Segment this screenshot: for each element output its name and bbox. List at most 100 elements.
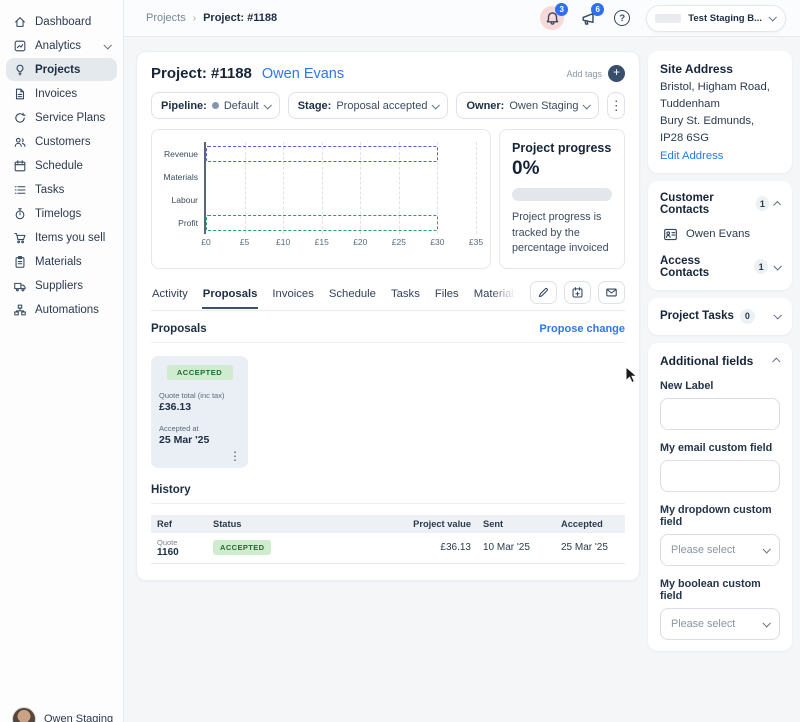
site-address-card: Site Address Bristol, Higham Road, Tudde… — [648, 51, 792, 173]
pipeline-label: Pipeline: — [161, 100, 207, 112]
clipboard-icon — [13, 255, 27, 269]
dropdown-custom-field-select[interactable]: Please select — [660, 534, 780, 566]
help-button[interactable]: ? — [614, 10, 630, 26]
quote-total-label: Quote total (inc tax) — [159, 391, 240, 400]
sidebar-item-label: Timelogs — [35, 208, 81, 220]
chevron-down-icon — [103, 41, 111, 49]
sidebar-item-label: Tasks — [35, 184, 64, 196]
account-switcher[interactable]: Test Staging B... — [646, 5, 786, 32]
project-menu-button[interactable]: ⋮ — [607, 92, 625, 119]
tab-tasks[interactable]: Tasks — [390, 283, 421, 309]
tab-invoices[interactable]: Invoices — [271, 283, 314, 309]
stage-dropdown[interactable]: Stage: Proposal accepted — [288, 92, 449, 119]
chart-plot-area — [204, 142, 476, 234]
contact-list-item[interactable]: Owen Evans — [663, 227, 780, 242]
sidebar-item-tasks[interactable]: Tasks — [6, 178, 117, 201]
sidebar-item-label: Customers — [35, 136, 91, 148]
tabs-scroller[interactable]: Activity Proposals Invoices Schedule Tas… — [151, 282, 524, 310]
main-sidebar: Dashboard Analytics Projects Invoices Se… — [0, 0, 124, 722]
col-status: Status — [207, 515, 397, 533]
stopwatch-icon — [13, 207, 27, 221]
owner-dropdown[interactable]: Owner: Owen Staging — [456, 92, 599, 119]
user-name: Owen Staging — [44, 713, 113, 722]
select-placeholder: Please select — [671, 618, 735, 630]
proposal-menu-button[interactable]: ⋮ — [229, 449, 241, 463]
app-window: Dashboard Analytics Projects Invoices Se… — [0, 0, 800, 722]
pipeline-dropdown[interactable]: Pipeline: Default — [151, 92, 280, 119]
lightbulb-icon — [13, 63, 27, 77]
pencil-icon — [537, 286, 550, 299]
sidebar-item-automations[interactable]: Automations — [6, 298, 117, 321]
announcements-badge: 6 — [591, 3, 604, 16]
chart-category-label: Profit — [160, 211, 204, 234]
project-tasks-count: 0 — [740, 309, 755, 324]
sidebar-item-invoices[interactable]: Invoices — [6, 82, 117, 105]
financials-chart: RevenueMaterialsLabourProfit £0£5£10£15£… — [151, 129, 491, 269]
analytics-icon — [13, 39, 27, 53]
sidebar-item-suppliers[interactable]: Suppliers — [6, 274, 117, 297]
site-address-title: Site Address — [660, 62, 780, 76]
sidebar-item-materials[interactable]: Materials — [6, 250, 117, 273]
notifications-button[interactable]: 3 — [542, 8, 562, 28]
access-contacts-toggle[interactable]: Access Contacts 1 — [660, 255, 780, 279]
sidebar-item-analytics[interactable]: Analytics — [6, 34, 117, 57]
sidebar-item-customers[interactable]: Customers — [6, 130, 117, 153]
propose-change-link[interactable]: Propose change — [539, 323, 625, 335]
customer-link[interactable]: Owen Evans — [262, 66, 344, 82]
tab-materials[interactable]: Materials — [473, 283, 521, 309]
top-bar: Projects › Project: #1188 3 6 ? Test Sta… — [124, 0, 800, 37]
customer-contacts-toggle[interactable]: Customer Contacts 1 — [660, 192, 780, 216]
project-tasks-toggle[interactable]: Project Tasks 0 — [660, 309, 780, 324]
chevron-up-icon — [773, 200, 781, 208]
announcements-button[interactable]: 6 — [578, 8, 598, 28]
sidebar-item-schedule[interactable]: Schedule — [6, 154, 117, 177]
add-tag-button[interactable]: + — [608, 65, 625, 82]
boolean-custom-field-select[interactable]: Please select — [660, 608, 780, 640]
tab-proposals[interactable]: Proposals — [202, 283, 259, 309]
breadcrumb-separator: › — [193, 13, 196, 24]
divider — [151, 503, 625, 504]
chart-bar-profit — [206, 215, 438, 231]
table-row[interactable]: Quote 1160 ACCEPTED £36.13 10 Mar '25 25… — [151, 533, 625, 564]
breadcrumb-projects[interactable]: Projects — [146, 12, 186, 24]
proposal-card[interactable]: ACCEPTED Quote total (inc tax) £36.13 Ac… — [151, 356, 248, 468]
additional-fields-toggle[interactable]: Additional fields — [660, 354, 780, 368]
envelope-icon — [605, 286, 618, 299]
add-event-button[interactable] — [564, 281, 591, 304]
chart-bar-revenue — [206, 146, 438, 162]
sidebar-item-items-you-sell[interactable]: Items you sell — [6, 226, 117, 249]
field-label-boolean: My boolean custom field — [660, 578, 780, 602]
add-tags-label: Add tags — [566, 69, 602, 79]
chart-xtick-label: £25 — [392, 237, 406, 247]
sidebar-item-service-plans[interactable]: Service Plans — [6, 106, 117, 129]
tab-activity[interactable]: Activity — [151, 283, 189, 309]
sidebar-item-projects[interactable]: Projects — [6, 58, 117, 81]
chart-xtick-label: £30 — [430, 237, 444, 247]
tab-files[interactable]: Files — [434, 283, 460, 309]
user-menu[interactable]: Owen Staging — [12, 707, 113, 722]
edit-button[interactable] — [530, 281, 557, 304]
ref-number: 1160 — [157, 547, 201, 558]
chart-category-label: Materials — [160, 165, 204, 188]
ref-type: Quote — [157, 538, 201, 547]
chart-xtick-label: £20 — [353, 237, 367, 247]
address-line: Tuddenham — [660, 96, 780, 113]
edit-address-link[interactable]: Edit Address — [660, 150, 780, 162]
customer-contacts-title: Customer Contacts — [660, 192, 750, 216]
email-custom-field-input[interactable] — [660, 460, 780, 492]
sidebar-item-label: Items you sell — [35, 232, 105, 244]
address-line: Bristol, Higham Road, — [660, 79, 780, 96]
sidebar-item-timelogs[interactable]: Timelogs — [6, 202, 117, 225]
email-button[interactable] — [598, 281, 625, 304]
chart-row-profit — [206, 211, 476, 234]
field-label-dropdown: My dropdown custom field — [660, 504, 780, 528]
invoice-icon — [13, 87, 27, 101]
sidebar-item-dashboard[interactable]: Dashboard — [6, 10, 117, 33]
chevron-down-icon — [762, 619, 770, 627]
project-value-cell: £36.13 — [397, 533, 477, 564]
list-icon — [13, 183, 27, 197]
sidebar-item-label: Dashboard — [35, 16, 91, 28]
tab-schedule[interactable]: Schedule — [328, 283, 377, 309]
breadcrumb-current: Project: #1188 — [203, 12, 277, 24]
new-label-input[interactable] — [660, 398, 780, 430]
